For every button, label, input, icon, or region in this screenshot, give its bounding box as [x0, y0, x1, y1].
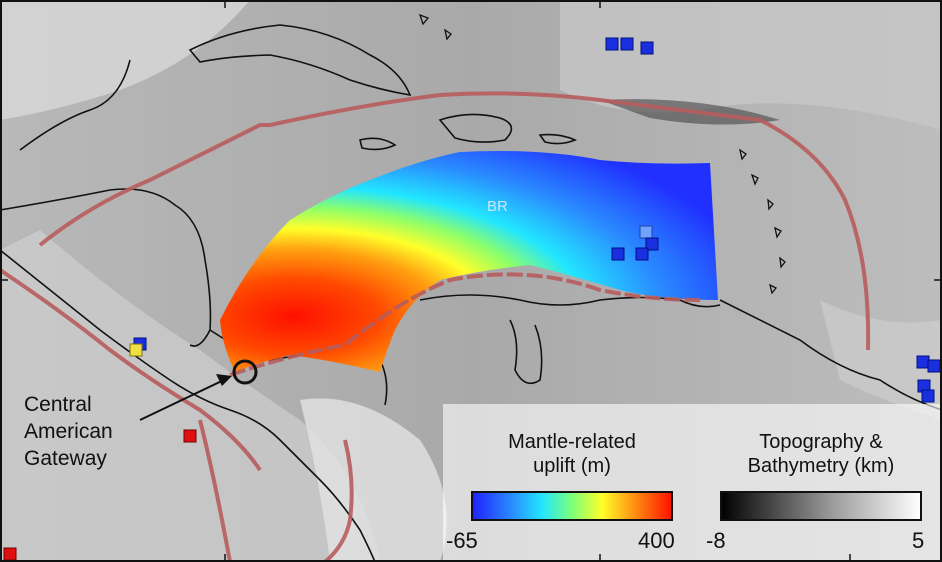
hispaniola-coast	[438, 113, 513, 143]
topo-min-label: -8	[706, 528, 726, 553]
cuba-coast	[188, 24, 412, 97]
callout-line: Central	[24, 393, 92, 416]
south-america-coast	[419, 294, 721, 308]
callout-line: American	[24, 420, 113, 443]
guyana-coast	[719, 299, 942, 411]
legend-title-line: Mantle-related	[508, 431, 636, 453]
legend-title-line: uplift (m)	[533, 455, 611, 477]
station-marker	[645, 237, 659, 251]
station-markers	[3, 37, 941, 561]
lesser-antilles	[418, 13, 786, 295]
uplift-field	[220, 151, 718, 372]
topo-max-label: 5	[912, 528, 925, 553]
station-marker	[611, 247, 625, 261]
legend-title-line: Bathymetry (km)	[747, 455, 895, 477]
topo-legend-title: Topography & Bathymetry (km)	[721, 430, 921, 478]
plate-boundary-pacific	[0, 268, 262, 472]
station-marker	[916, 355, 930, 369]
arrow-head-icon	[216, 374, 232, 386]
station-marker	[620, 37, 634, 51]
puerto-rico-coast	[538, 133, 578, 145]
jamaica-coast	[359, 137, 397, 151]
station-marker	[640, 41, 654, 55]
legend-title-line: Topography &	[759, 431, 883, 453]
plate-boundary-panama	[323, 439, 354, 562]
uplift-min-label: -65	[446, 528, 478, 553]
station-marker	[927, 359, 941, 373]
maracaibo-coast	[509, 319, 543, 385]
uplift-max-label: 400	[638, 528, 675, 553]
station-marker	[605, 37, 619, 51]
plate-boundary-north	[38, 91, 871, 351]
gateway-callout: Central American Gateway	[24, 391, 113, 472]
station-marker	[639, 225, 653, 239]
gateway-arrow	[139, 377, 229, 421]
station-marker	[129, 343, 143, 357]
legend-panel	[443, 404, 942, 562]
uplift-legend-title: Mantle-related uplift (m)	[472, 430, 672, 478]
station-marker	[183, 429, 197, 443]
gateway-circle	[232, 359, 258, 385]
station-marker	[3, 547, 17, 561]
topo-colorbar	[720, 491, 922, 521]
plate-boundary-south	[229, 272, 701, 377]
region-label: BR	[487, 198, 508, 215]
plate-boundaries	[0, 91, 871, 562]
station-marker	[921, 389, 935, 403]
callout-line: Gateway	[24, 447, 107, 470]
uplift-colorbar	[471, 491, 673, 521]
plate-boundary-cocos	[198, 419, 232, 562]
station-marker	[635, 247, 649, 261]
